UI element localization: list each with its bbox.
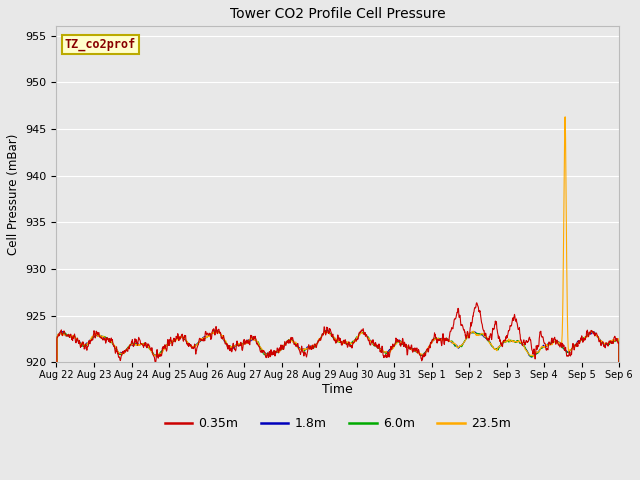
X-axis label: Time: Time: [323, 383, 353, 396]
Legend: 0.35m, 1.8m, 6.0m, 23.5m: 0.35m, 1.8m, 6.0m, 23.5m: [159, 412, 516, 435]
Text: TZ_co2prof: TZ_co2prof: [65, 38, 136, 51]
Title: Tower CO2 Profile Cell Pressure: Tower CO2 Profile Cell Pressure: [230, 7, 445, 21]
Y-axis label: Cell Pressure (mBar): Cell Pressure (mBar): [7, 133, 20, 255]
